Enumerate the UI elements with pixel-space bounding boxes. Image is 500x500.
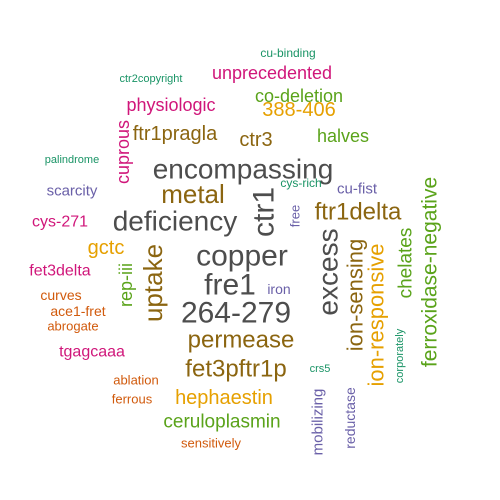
word-ion-sensing: ion-sensing [343, 239, 368, 352]
word-sensitively: sensitively [181, 436, 241, 451]
word-halves: halves [317, 126, 369, 146]
word-iron: iron [267, 281, 290, 297]
word-metal: metal [161, 179, 225, 209]
word-fet3pftr1p: fet3pftr1p [185, 356, 286, 383]
word-388-406: 388-406 [262, 99, 335, 121]
word-cu-fist: cu-fist [337, 181, 378, 198]
word-cys-271: cys-271 [32, 214, 88, 231]
word-encompassing: encompassing [153, 154, 334, 185]
word-fre1: fre1 [204, 269, 256, 302]
word-copper: copper [196, 240, 288, 273]
word-reductase: reductase [342, 387, 358, 449]
word-palindrome: palindrome [45, 154, 99, 166]
word-ferrous: ferrous [112, 392, 153, 407]
word-unprecedented: unprecedented [212, 63, 332, 83]
word-physiologic: physiologic [126, 95, 215, 115]
word-cys-rich: cys-rich [280, 176, 321, 190]
word-excess: excess [313, 228, 344, 315]
word-hephaestin: hephaestin [175, 387, 273, 409]
word-264-279: 264-279 [181, 297, 291, 330]
word-permease: permease [188, 327, 295, 354]
word-abrogate: abrogate [47, 319, 98, 334]
word-mobilizing: mobilizing [310, 389, 327, 456]
word-ablation: ablation [113, 373, 159, 388]
word-tgagcaaa: tgagcaaa [59, 344, 125, 361]
word-gctc: gctc [88, 237, 125, 259]
word-deficiency: deficiency [113, 206, 238, 237]
word-scarcity: scarcity [47, 183, 98, 200]
word-fet3delta: fet3delta [29, 263, 90, 280]
word-ftr1delta: ftr1delta [315, 199, 402, 226]
word-ctr2copyright: ctr2copyright [120, 73, 183, 85]
word-cuprous: cuprous [113, 120, 133, 184]
word-free: free [288, 205, 303, 227]
word-ftr1pragla: ftr1pragla [133, 123, 218, 145]
word-ctr1: ctr1 [248, 187, 281, 237]
word-corporately: corporately [394, 328, 406, 383]
word-ion-responsive: ion-responsive [364, 243, 389, 386]
word-ace1-fret: ace1-fret [50, 303, 105, 319]
word-co-deletion: co-deletion [255, 86, 343, 106]
word-uptake: uptake [138, 244, 168, 322]
word-ctr3: ctr3 [239, 129, 272, 151]
word-ceruloplasmin: ceruloplasmin [163, 412, 280, 433]
word-cu-binding: cu-binding [260, 46, 315, 60]
word-ferroxidase-negative: ferroxidase-negative [419, 177, 442, 367]
word-curves: curves [40, 287, 81, 303]
word-rep-iii: rep-iii [116, 263, 136, 307]
word-crs5: crs5 [310, 363, 331, 375]
word-chelates: chelates [396, 228, 417, 299]
